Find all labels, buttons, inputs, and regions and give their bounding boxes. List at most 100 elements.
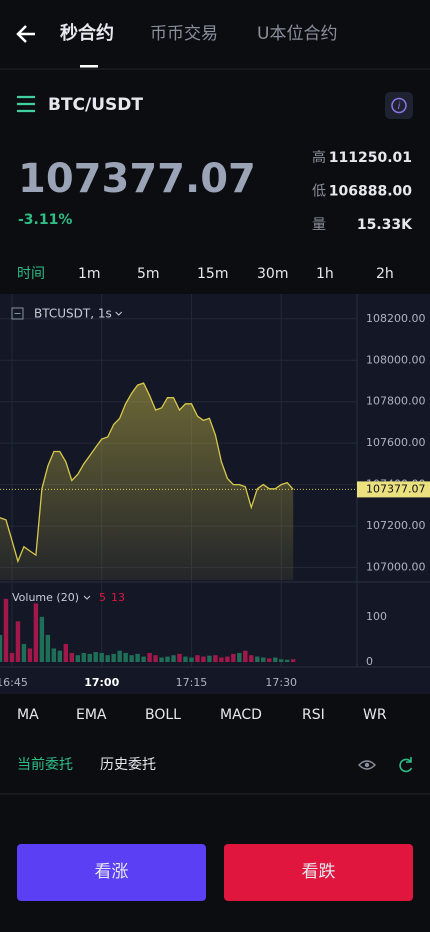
stat-value: 106888.00 — [329, 184, 413, 200]
volume-bar — [183, 656, 188, 662]
indicator-tab[interactable]: BOLL — [145, 707, 181, 723]
info-icon-glyph: i — [398, 101, 401, 112]
stat-value: 15.33K — [357, 217, 413, 233]
symbol[interactable]: BTC/USDT — [48, 95, 143, 115]
interval-tab[interactable]: 1h — [316, 266, 334, 282]
chart: 107000.00107200.00107400.00107600.001078… — [0, 294, 430, 694]
menu-button[interactable] — [17, 95, 35, 113]
volume-bar — [33, 603, 39, 662]
volume-bar — [27, 648, 33, 662]
volume-bar — [231, 653, 236, 662]
indicator-tab[interactable]: EMA — [76, 707, 107, 723]
volume-bar — [117, 650, 122, 662]
interval-tab[interactable]: 5m — [137, 266, 160, 282]
volume-bar — [290, 659, 296, 662]
volume-bar — [81, 652, 86, 662]
stat-label: 低 — [312, 184, 326, 200]
interval-tab[interactable]: 30m — [257, 266, 288, 282]
volume-bar — [15, 621, 21, 662]
volume-bar — [213, 655, 218, 662]
price-line — [0, 382, 294, 564]
volume-bar — [3, 598, 9, 662]
info-button[interactable] — [385, 92, 413, 119]
volume-tick-label: 0 — [366, 655, 373, 668]
volume-bar — [165, 656, 170, 662]
indicator-tab[interactable]: MACD — [220, 707, 262, 723]
volume-bar — [51, 648, 57, 662]
last-price-label: 107377.07 — [366, 482, 426, 495]
price-change: -3.11% — [18, 212, 72, 228]
interval-tabs: 时间 1m 5m 15m 30m 1h 2h — [17, 266, 394, 282]
indicator-tab[interactable]: WR — [363, 707, 387, 723]
refresh-button[interactable] — [399, 757, 413, 773]
volume-bar — [243, 650, 248, 662]
volume-bar — [225, 656, 230, 662]
volume-bar — [111, 653, 116, 662]
eye-pupil — [364, 762, 370, 768]
volume-bar — [135, 653, 140, 662]
volume-bar — [177, 653, 182, 662]
interval-tab[interactable]: 1m — [78, 266, 101, 282]
volume-bar — [207, 655, 212, 662]
indicator-tabs: MA EMA BOLL MACD RSI WR — [17, 707, 387, 723]
volume-bar — [45, 634, 51, 662]
volume-bar — [189, 657, 194, 662]
collapse-icon[interactable] — [11, 307, 24, 320]
volume-bar — [141, 656, 146, 662]
y-tick-label: 107200.00 — [366, 519, 426, 532]
orders-tab[interactable]: 当前委托 — [17, 756, 73, 773]
buy-down-button[interactable] — [224, 844, 413, 901]
volume-bar — [0, 634, 3, 662]
back-button[interactable] — [16, 25, 35, 43]
legend-caret — [115, 311, 123, 316]
eye-button[interactable] — [358, 760, 376, 770]
volume-bar — [171, 655, 176, 662]
stat-label: 高 — [312, 149, 326, 166]
stats: 高 111250.01 低 106888.00 量 15.33K — [312, 149, 413, 233]
tab[interactable]: 币币交易 — [150, 24, 218, 44]
x-tick-label: 16:45 — [0, 676, 28, 689]
volume-bar — [261, 657, 266, 662]
interval-tab[interactable]: 时间 — [17, 266, 45, 282]
volume-bar — [75, 655, 80, 662]
x-tick-label: 17:15 — [176, 676, 208, 689]
volume-bar — [39, 616, 45, 662]
volume-bar — [99, 652, 104, 662]
volume-bar — [219, 657, 224, 662]
volume-bar — [255, 656, 260, 662]
volume-bar — [159, 657, 164, 662]
volume-bar — [63, 643, 69, 662]
info-icon — [391, 97, 407, 114]
volume-bar — [147, 652, 152, 662]
buy-up-label: 看涨 — [95, 862, 129, 882]
volume-bar — [105, 655, 110, 662]
buy-up-button[interactable] — [17, 844, 206, 901]
volume-legend-value: 13 — [111, 591, 125, 604]
volume-legend-value: 5 — [99, 591, 106, 604]
y-tick-label: 107600.00 — [366, 436, 426, 449]
indicator-tab[interactable]: RSI — [302, 707, 325, 723]
eye-icon — [358, 760, 376, 770]
y-tick-label: 107000.00 — [366, 561, 426, 574]
tab[interactable]: 秒合约 — [60, 22, 114, 44]
orders-tab[interactable]: 历史委托 — [100, 757, 156, 773]
last-price: 107377.07 — [18, 156, 256, 202]
volume-bar — [57, 650, 63, 662]
indicator-tab[interactable]: MA — [17, 707, 39, 723]
volume-bar — [9, 652, 15, 662]
y-tick-label: 108200.00 — [366, 312, 426, 325]
volume-bar — [237, 652, 242, 662]
volume-bar — [21, 643, 27, 662]
price-area — [0, 383, 294, 580]
volume-tick-label: 100 — [366, 610, 387, 623]
volume-title: Volume (20) — [12, 591, 79, 604]
interval-tab[interactable]: 2h — [376, 266, 394, 282]
y-tick-label: 107800.00 — [366, 395, 426, 408]
tab[interactable]: U本位合约 — [257, 24, 337, 44]
volume-bar — [69, 652, 74, 662]
volume-bar — [279, 659, 284, 662]
interval-tab[interactable]: 15m — [197, 266, 228, 282]
volume-bar — [249, 655, 254, 662]
stat-value: 111250.01 — [329, 150, 412, 166]
